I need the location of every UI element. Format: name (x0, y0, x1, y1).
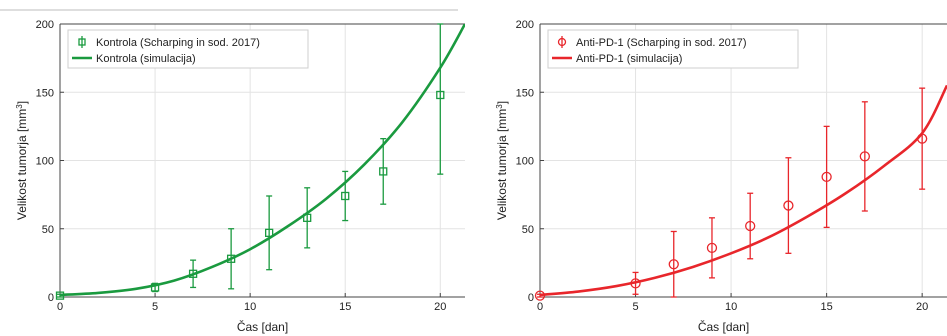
legend-box (547, 29, 799, 69)
legend-box (67, 29, 309, 69)
x-tick-label: 5 (152, 301, 158, 313)
x-axis-label: Čas [dan] (698, 319, 749, 334)
y-axis-label: Velikost tumorja [mm3] (495, 101, 510, 220)
legend-label: Kontrola (simulacija) (96, 53, 196, 65)
x-tick-label: 20 (434, 301, 446, 313)
data-point (226, 254, 236, 263)
data-point (341, 191, 350, 201)
y-tick-label: 50 (522, 224, 534, 236)
x-axis-label: Čas [dan] (237, 319, 288, 334)
data-point (436, 90, 445, 100)
legend-label: Anti-PD-1 (simulacija) (576, 53, 682, 65)
y-axis-label: Velikost tumorja [mm3] (15, 101, 30, 220)
y-tick-label: 0 (528, 292, 534, 304)
y-tick-label: 50 (42, 224, 54, 236)
data-point (150, 283, 160, 292)
data-point (265, 228, 274, 237)
y-tick-label: 200 (36, 19, 54, 31)
data-point (783, 200, 794, 211)
x-tick-label: 10 (244, 301, 256, 313)
x-tick-label: 15 (820, 301, 832, 313)
data-point (668, 259, 679, 270)
simulation-curve (60, 24, 465, 297)
data-point (745, 220, 756, 232)
data-point (706, 242, 718, 254)
x-tick-label: 20 (916, 301, 928, 313)
simulation-curve (540, 84, 947, 297)
data-point (821, 171, 832, 183)
x-tick-label: 0 (537, 301, 543, 313)
x-tick-label: 5 (632, 301, 638, 313)
x-tick-label: 0 (57, 301, 63, 313)
y-tick-label: 200 (516, 19, 534, 31)
x-tick-label: 10 (725, 301, 737, 313)
legend-label: Kontrola (Scharping in sod. 2017) (96, 37, 260, 49)
data-point (379, 167, 388, 176)
y-tick-label: 100 (516, 156, 534, 168)
y-tick-label: 150 (516, 87, 534, 99)
legend-label: Anti-PD-1 (Scharping in sod. 2017) (576, 37, 747, 49)
y-tick-label: 100 (36, 156, 54, 168)
x-tick-label: 15 (339, 301, 351, 313)
y-tick-label: 0 (48, 292, 54, 304)
y-tick-label: 150 (36, 87, 54, 99)
legend-marker-swatch (557, 37, 567, 47)
legend-marker-swatch (78, 38, 86, 46)
data-point (859, 151, 870, 162)
